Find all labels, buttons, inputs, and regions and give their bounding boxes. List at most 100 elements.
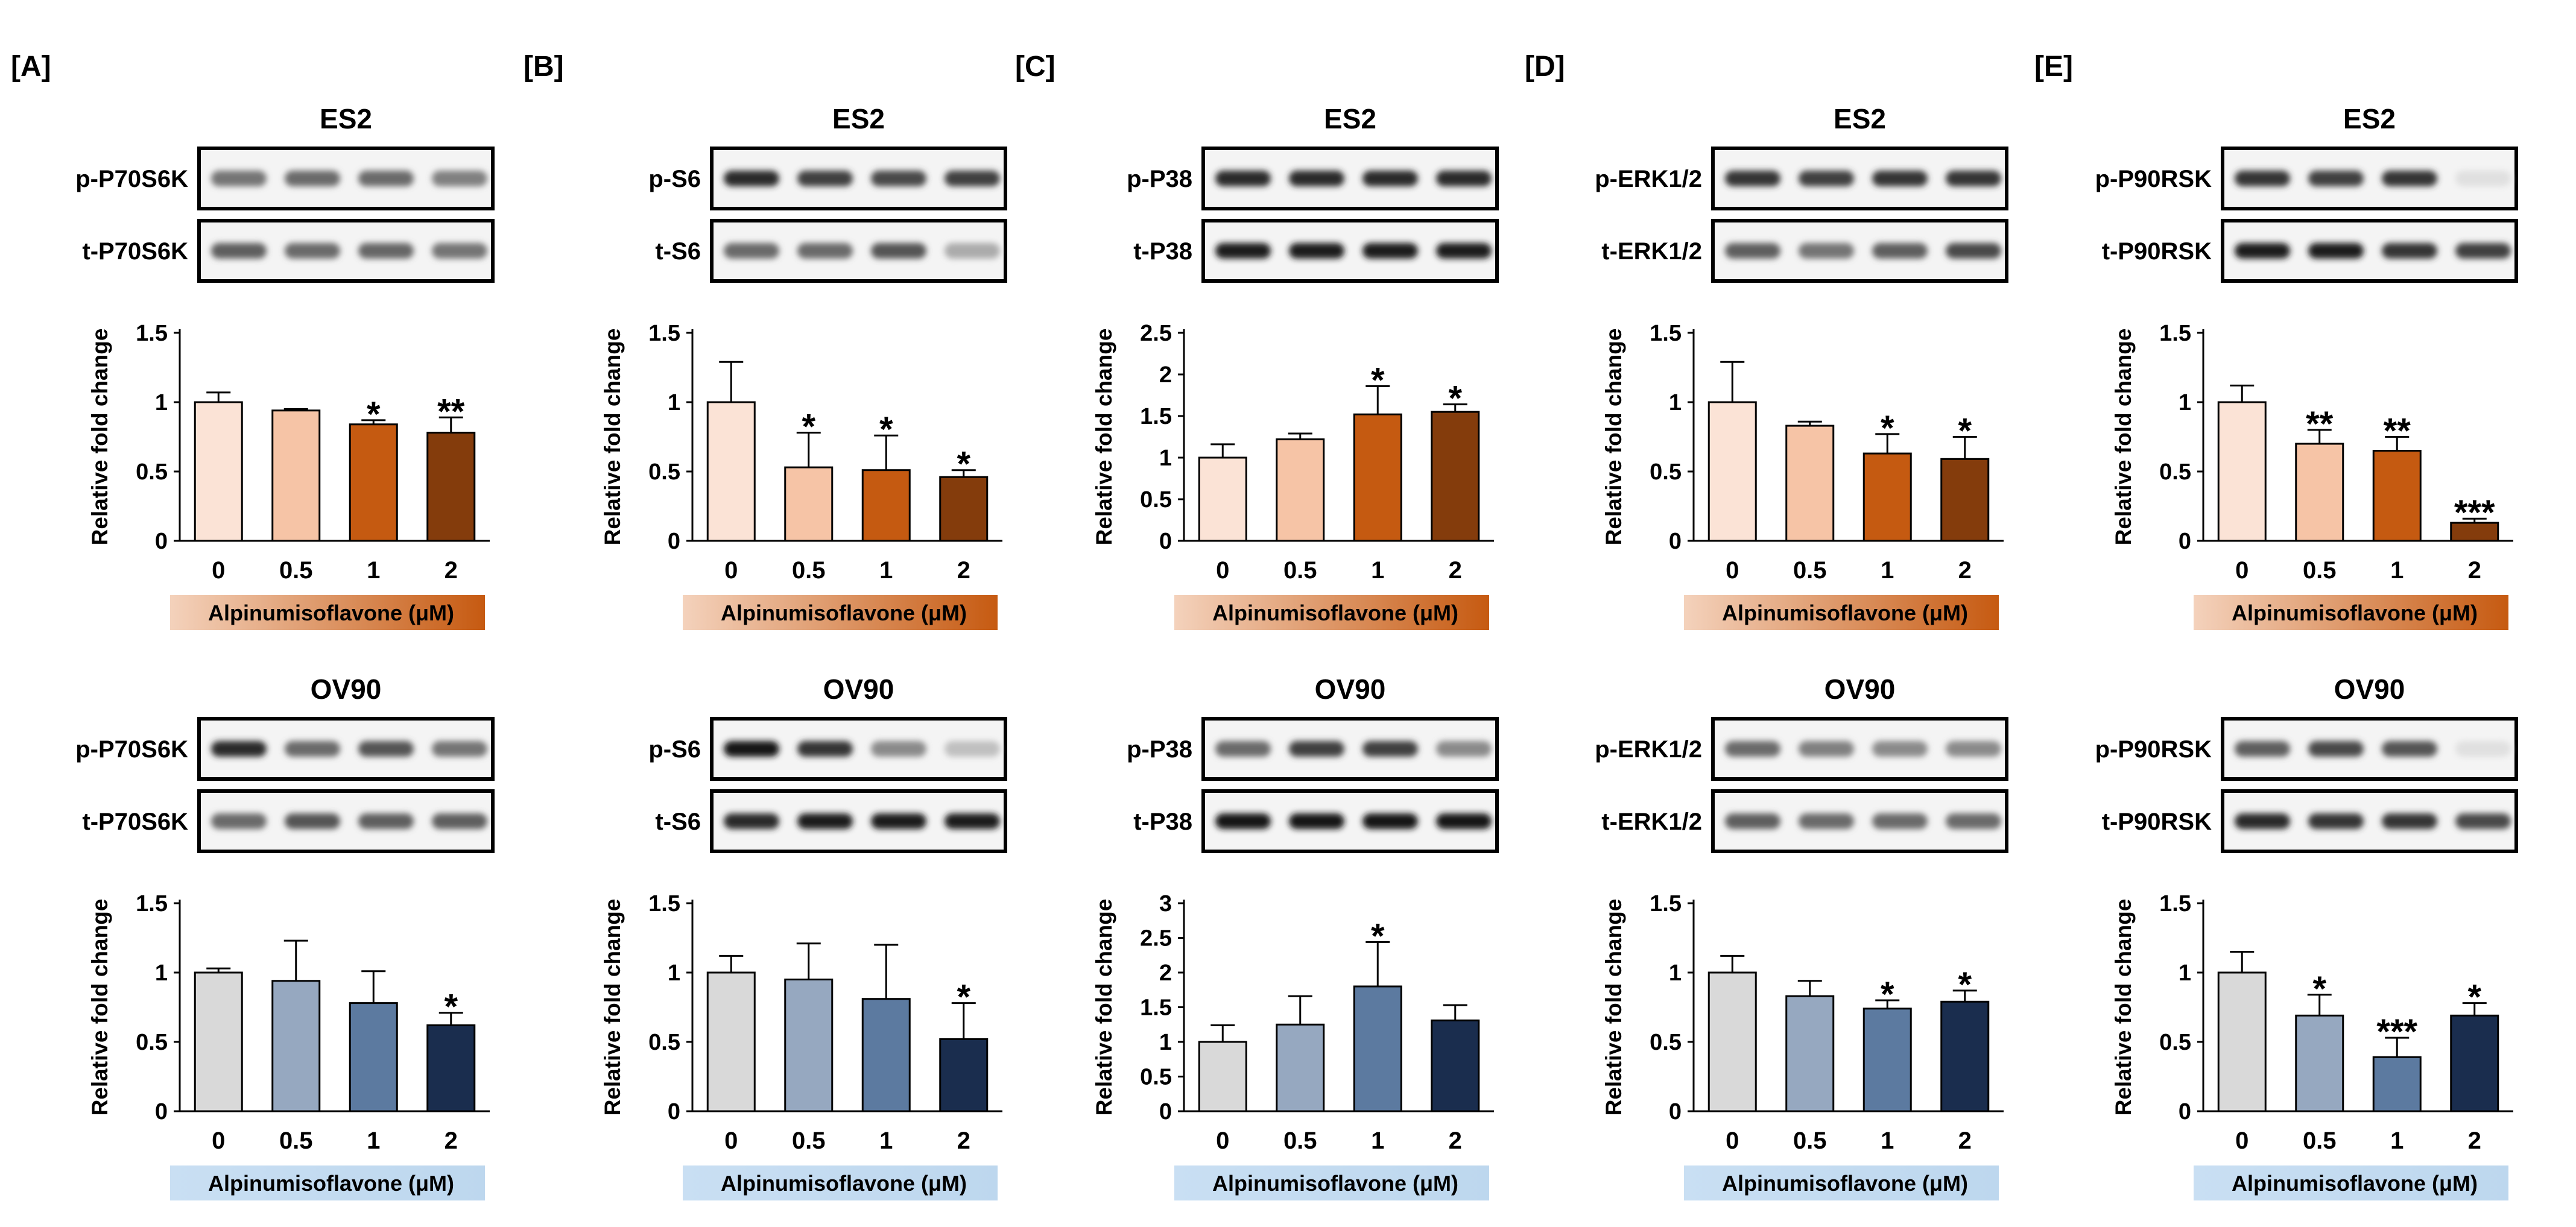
bar: [271, 980, 321, 1112]
x-tick-label: 1: [1881, 557, 1894, 584]
blot-band-label: p-P38: [1127, 166, 1192, 192]
x-axis-title-strip: [2194, 1165, 2508, 1200]
blot-band-label: t-ERK1/2: [1601, 809, 1702, 835]
blot-band-label: t-P38: [1133, 809, 1192, 835]
y-tick-label: 0.5: [1140, 487, 1172, 513]
bar: [1707, 971, 1757, 1112]
bar: [2372, 450, 2422, 542]
bar: [426, 1024, 476, 1112]
x-tick-label: 1: [367, 1128, 380, 1154]
bar: [1198, 1041, 1247, 1112]
bar: [1707, 401, 1757, 542]
cell-line-title: OV90: [823, 673, 894, 705]
y-tick-label: 0.5: [136, 1030, 168, 1055]
x-tick-label: 1: [2390, 1128, 2404, 1154]
x-tick-label: 0: [1726, 557, 1739, 584]
blot-band: [432, 171, 487, 186]
panel-label: [C]: [1015, 51, 1055, 83]
significance-marker: *: [1371, 916, 1385, 956]
blot-band-label: t-ERK1/2: [1601, 238, 1702, 265]
blot-band: [2308, 813, 2364, 829]
blot-band: [945, 741, 1000, 757]
significance-marker: *: [1958, 412, 1972, 451]
blot-band: [945, 813, 1000, 829]
y-tick-label: 0.5: [648, 1030, 680, 1055]
y-tick-label: 0: [1669, 529, 1682, 554]
significance-marker: *: [879, 410, 893, 449]
panel-label: [A]: [11, 51, 51, 83]
blot-band: [1362, 171, 1418, 186]
x-tick-label: 2: [2468, 557, 2481, 584]
blot-band-label: p-P70S6K: [75, 736, 188, 763]
blot-band: [211, 171, 267, 186]
blot-band: [358, 243, 414, 259]
y-tick-label: 0.5: [1140, 1065, 1172, 1090]
bar: [194, 401, 243, 542]
blot-band: [1725, 813, 1780, 829]
x-tick-label: 0: [724, 1128, 738, 1154]
significance-marker: *: [2467, 978, 2481, 1017]
x-axis-title-strip: [1174, 1165, 1489, 1200]
blot-band: [1289, 813, 1344, 829]
y-tick-label: 0: [155, 529, 168, 554]
blot-band: [285, 813, 340, 829]
y-tick-label: 1: [1159, 446, 1172, 471]
significance-marker: *: [957, 445, 970, 484]
y-tick-label: 1: [1159, 1030, 1172, 1055]
blot-band: [285, 243, 340, 259]
y-tick-label: 1: [1669, 390, 1682, 415]
significance-marker: **: [2306, 405, 2334, 444]
bar: [2450, 522, 2499, 542]
blot-band: [871, 243, 926, 259]
x-axis-title: Alpinumisoflavone (μM): [721, 601, 967, 625]
x-tick-label: 1: [1371, 1128, 1384, 1154]
panel-label: [D]: [1525, 51, 1565, 83]
y-axis-label: Relative fold change: [1092, 329, 1116, 546]
y-tick-label: 0: [1159, 1099, 1172, 1124]
significance-marker: ***: [2454, 493, 2495, 532]
blot-band: [724, 741, 779, 757]
significance-marker: *: [1371, 361, 1385, 400]
y-tick-label: 3: [1159, 891, 1172, 916]
blot-band: [797, 741, 853, 757]
bar: [1276, 438, 1325, 542]
bar: [1353, 985, 1402, 1112]
blot-band-label: t-P90RSK: [2102, 238, 2212, 265]
significance-marker: *: [1448, 379, 1462, 418]
blot-band: [432, 243, 487, 259]
bar: [2450, 1014, 2499, 1112]
bar: [1353, 413, 1402, 542]
x-axis-title-strip: [1684, 595, 1999, 630]
x-tick-label: 0.5: [792, 1128, 826, 1154]
y-tick-label: 1.5: [1140, 404, 1172, 429]
x-tick-label: 0: [212, 557, 225, 584]
blot-band: [1215, 741, 1271, 757]
blot-band: [1215, 813, 1271, 829]
y-axis-label: Relative fold change: [2111, 899, 2136, 1116]
bar: [861, 469, 911, 542]
blot-band: [2308, 741, 2364, 757]
y-tick-label: 1.5: [136, 321, 168, 346]
blot-band: [945, 171, 1000, 186]
bar: [1785, 995, 1835, 1112]
y-tick-label: 1.5: [2159, 321, 2191, 346]
x-tick-label: 2: [1958, 557, 1972, 584]
y-axis-label: Relative fold change: [1092, 899, 1116, 1116]
blot-band-label: p-S6: [648, 166, 701, 192]
y-axis-label: Relative fold change: [1601, 899, 1626, 1116]
bar: [271, 409, 321, 542]
blot-band: [2455, 813, 2511, 829]
significance-marker: ***: [2376, 1012, 2417, 1052]
significance-marker: *: [1881, 975, 1894, 1014]
bar: [1785, 424, 1835, 542]
blot-band-label: t-P90RSK: [2102, 809, 2212, 835]
y-tick-label: 0: [668, 1099, 680, 1124]
blot-band: [2455, 171, 2511, 186]
y-axis-label: Relative fold change: [1601, 329, 1626, 546]
blot-band-label: t-P70S6K: [82, 238, 188, 265]
x-axis-title-strip: [1684, 1165, 1999, 1200]
blot-band: [358, 813, 414, 829]
bar: [2217, 971, 2267, 1112]
blot-band: [1362, 741, 1418, 757]
